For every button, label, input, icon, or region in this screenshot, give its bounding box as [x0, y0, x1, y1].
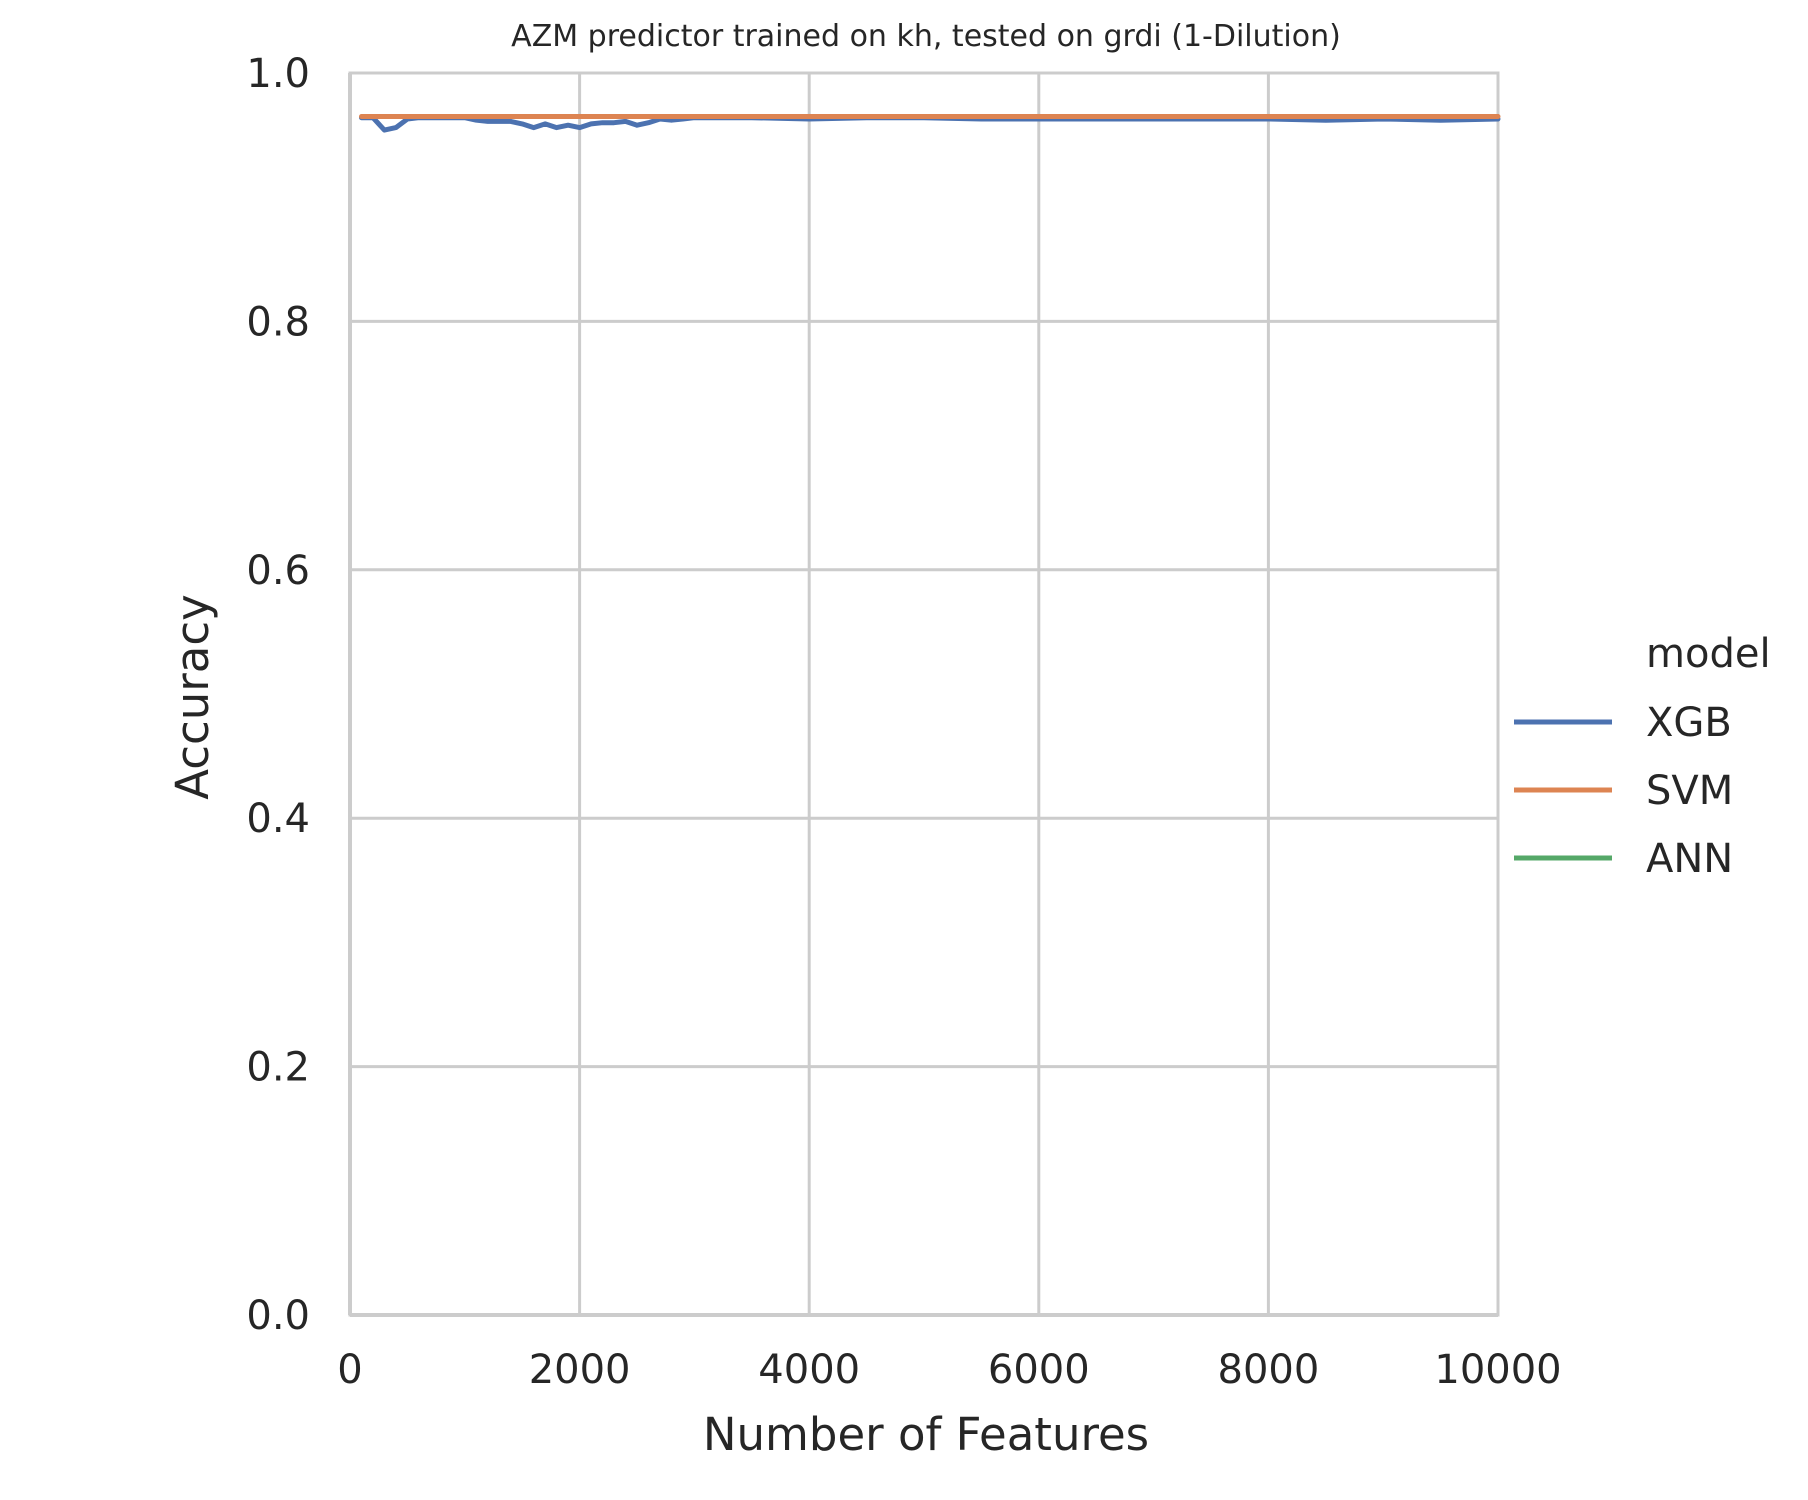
x-tick-label: 8000: [1218, 1347, 1320, 1393]
legend: model XGB SVM ANN: [1514, 631, 1771, 882]
x-tick-label: 10000: [1434, 1347, 1561, 1393]
plot-border: [348, 71, 1500, 1317]
y-tick-label: 1.0: [246, 51, 310, 97]
legend-item-ann: ANN: [1514, 836, 1733, 882]
x-tick-label: 2000: [529, 1347, 631, 1393]
plot-lines: [359, 114, 1501, 133]
series-line-xgb: [359, 115, 1501, 133]
y-tick-label: 0.2: [246, 1045, 310, 1091]
y-tick-label: 0.0: [246, 1293, 310, 1339]
chart-title: AZM predictor trained on kh, tested on g…: [511, 19, 1341, 54]
legend-item-svm: SVM: [1514, 768, 1733, 814]
legend-label: ANN: [1646, 836, 1733, 882]
legend-label: SVM: [1646, 768, 1733, 814]
legend-label: XGB: [1646, 700, 1732, 746]
y-tick-label: 0.8: [246, 299, 310, 345]
x-tick-labels: 0 2000 4000 6000 8000 10000: [337, 1347, 1561, 1393]
x-tick-label: 6000: [988, 1347, 1090, 1393]
x-tick-label: 4000: [758, 1347, 860, 1393]
x-tick-label: 0: [337, 1347, 362, 1393]
y-tick-labels: 0.0 0.2 0.4 0.6 0.8 1.0: [246, 51, 310, 1339]
grid: [348, 71, 1500, 1317]
legend-title: model: [1646, 631, 1771, 677]
y-tick-label: 0.4: [246, 796, 310, 842]
y-tick-label: 0.6: [246, 548, 310, 594]
legend-item-xgb: XGB: [1514, 700, 1732, 746]
y-axis-label: Accuracy: [166, 594, 219, 799]
x-axis-label: Number of Features: [703, 1408, 1149, 1461]
axes-frame: [348, 71, 1500, 1317]
